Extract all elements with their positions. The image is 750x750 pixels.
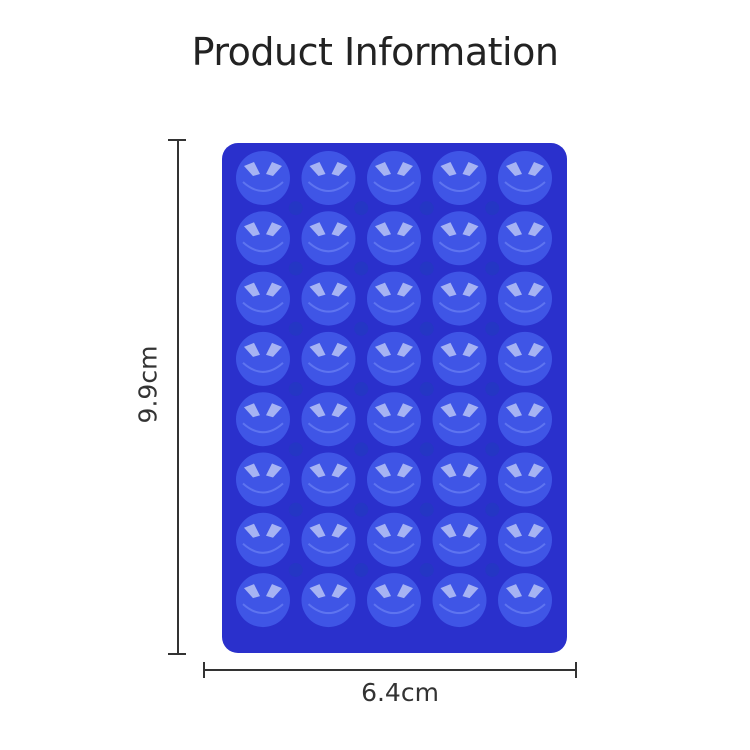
suction-cup — [236, 392, 290, 447]
small-dot — [419, 321, 434, 336]
suction-cup — [236, 151, 290, 205]
suction-cup — [367, 452, 421, 507]
suction-cup — [432, 573, 487, 628]
small-dot — [288, 382, 303, 397]
small-dot — [485, 321, 500, 336]
suction-cup — [301, 573, 356, 628]
suction-cup — [498, 573, 552, 628]
height-dimension-line — [168, 139, 186, 655]
small-dot — [485, 382, 500, 397]
suction-cup — [236, 271, 290, 326]
small-dot — [288, 562, 303, 577]
suction-cup — [432, 211, 487, 266]
small-dot — [419, 261, 434, 276]
small-dot — [485, 562, 500, 577]
small-dot — [354, 321, 369, 336]
suction-cup — [301, 331, 356, 386]
small-dot — [419, 502, 434, 517]
width-label: 6.4cm — [361, 678, 439, 707]
suction-cup — [301, 211, 356, 266]
small-dot — [354, 382, 369, 397]
suction-cup — [301, 512, 356, 567]
small-dot — [485, 261, 500, 276]
suction-cup — [498, 151, 552, 205]
small-dot — [419, 201, 434, 216]
suction-cup — [498, 392, 552, 447]
small-dot — [485, 502, 500, 517]
suction-cup — [432, 392, 487, 447]
suction-cup — [432, 452, 487, 507]
small-dot — [354, 562, 369, 577]
suction-cup — [236, 573, 290, 628]
small-dot — [485, 201, 500, 216]
suction-cup — [367, 151, 421, 205]
suction-cup — [498, 512, 552, 567]
height-label: 9.9cm — [133, 345, 163, 424]
small-dot — [288, 321, 303, 336]
suction-cup — [432, 151, 487, 205]
small-dot — [354, 261, 369, 276]
suction-cup — [498, 271, 552, 326]
small-dot — [354, 442, 369, 457]
width-dimension-line — [203, 662, 577, 678]
suction-cup — [432, 512, 487, 567]
small-dot — [485, 442, 500, 457]
suction-cup — [498, 331, 552, 386]
suction-cup — [432, 271, 487, 326]
suction-cup — [236, 512, 290, 567]
suction-cup — [301, 392, 356, 447]
suction-cup — [301, 452, 356, 507]
suction-cup — [498, 452, 552, 507]
suction-cup — [498, 211, 552, 266]
suction-cup — [301, 271, 356, 326]
suction-cup — [367, 392, 421, 447]
small-dot — [419, 562, 434, 577]
small-dot — [419, 442, 434, 457]
suction-cup — [367, 331, 421, 386]
suction-cup — [432, 331, 487, 386]
small-dot — [288, 201, 303, 216]
small-dot — [288, 261, 303, 276]
suction-cup — [236, 331, 290, 386]
suction-cup — [367, 512, 421, 567]
suction-cup — [236, 211, 290, 266]
small-dot — [419, 382, 434, 397]
suction-cup — [236, 452, 290, 507]
suction-cup — [367, 271, 421, 326]
small-dot — [288, 442, 303, 457]
small-dot — [354, 201, 369, 216]
suction-cup — [301, 151, 356, 205]
small-dot — [354, 502, 369, 517]
small-dot — [288, 502, 303, 517]
page-title: Product Information — [191, 30, 559, 74]
suction-cup — [367, 573, 421, 628]
suction-cup — [367, 211, 421, 266]
